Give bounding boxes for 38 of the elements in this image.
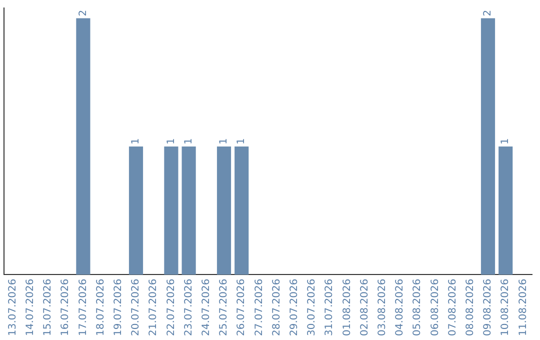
data-label: 1 [130, 138, 142, 144]
data-label: 1 [236, 138, 248, 144]
data-label: 1 [500, 138, 512, 144]
x-tick-label: 04.08.2026 [394, 278, 406, 336]
data-label: 2 [78, 10, 89, 16]
data-label: 2 [482, 10, 494, 16]
x-tick-label: 25.07.2026 [218, 278, 230, 336]
x-tick-label: 05.08.2026 [412, 278, 424, 336]
x-tick-label: 30.07.2026 [306, 278, 318, 336]
x-tick-label: 09.08.2026 [482, 278, 494, 336]
x-tick-label: 16.07.2026 [60, 278, 72, 336]
x-tick-label: 29.07.2026 [288, 278, 300, 336]
x-tick-label: 20.07.2026 [130, 278, 142, 336]
x-tick-label: 21.07.2026 [148, 278, 160, 336]
data-label: 1 [183, 138, 194, 144]
x-tick-label: 22.07.2026 [166, 278, 177, 336]
x-tick-label: 18.07.2026 [95, 278, 106, 336]
x-tick-label: 26.07.2026 [236, 278, 248, 336]
x-tick-label: 11.08.2026 [518, 278, 529, 336]
x-tick-label: 23.07.2026 [183, 278, 194, 336]
data-label: 1 [218, 138, 230, 144]
x-tick-label: 03.08.2026 [376, 278, 388, 336]
x-tick-label: 17.07.2026 [78, 278, 89, 336]
data-label: 1 [166, 138, 177, 144]
x-tick-label: 07.08.2026 [447, 278, 458, 336]
x-tick-label: 13.07.2026 [7, 278, 18, 336]
x-tick-label: 28.07.2026 [271, 278, 282, 336]
x-tick-label: 27.07.2026 [254, 278, 265, 336]
x-tick-label: 24.07.2026 [200, 278, 212, 336]
x-tick-label: 19.07.2026 [112, 278, 124, 336]
x-tick-label: 15.07.2026 [42, 278, 54, 336]
x-tick-label: 14.07.2026 [24, 278, 36, 336]
x-tick-label: 06.08.2026 [430, 278, 441, 336]
x-tick-label: 31.07.2026 [324, 278, 336, 336]
x-tick-label: 01.08.2026 [342, 278, 353, 336]
x-tick-label: 08.08.2026 [464, 278, 476, 336]
x-tick-label: 10.08.2026 [500, 278, 512, 336]
x-tick-label: 02.08.2026 [359, 278, 370, 336]
